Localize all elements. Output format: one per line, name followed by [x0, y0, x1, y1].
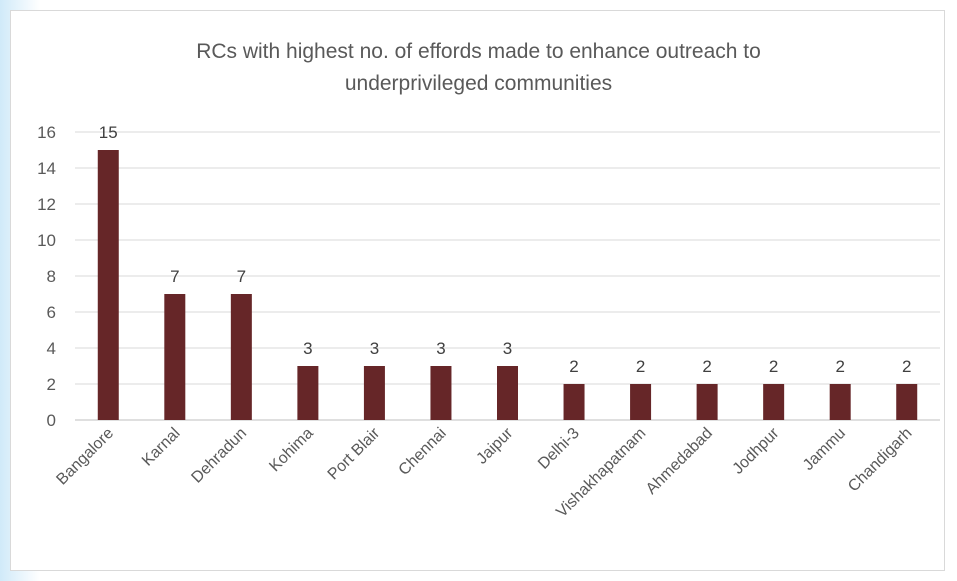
x-tick-label: Delhi-3	[535, 425, 583, 473]
y-tick-label: 2	[47, 375, 56, 394]
data-label: 2	[902, 357, 911, 376]
data-label: 3	[370, 339, 379, 358]
x-tick-label: Kohima	[266, 425, 316, 475]
data-label: 3	[503, 339, 512, 358]
x-tick-label: Chennai	[396, 425, 450, 479]
y-tick-label: 4	[47, 339, 56, 358]
bar	[696, 384, 718, 420]
data-label: 2	[835, 357, 844, 376]
y-tick-label: 12	[37, 195, 56, 214]
bar	[563, 384, 585, 420]
y-tick-label: 14	[37, 159, 56, 178]
x-tick-label: Jammu	[800, 425, 849, 474]
data-label: 15	[99, 123, 118, 142]
chart-frame	[10, 10, 945, 571]
bar	[829, 384, 851, 420]
x-tick-label: Bangalore	[53, 425, 117, 489]
data-label: 2	[569, 357, 578, 376]
x-tick-label: Dehradun	[188, 425, 250, 487]
x-tick-label: Karnal	[139, 425, 184, 470]
chart-title-line-1: RCs with highest no. of effords made to …	[196, 40, 761, 63]
x-tick-label: Chandigarh	[845, 425, 916, 496]
bar	[497, 366, 518, 420]
x-tick-label: Port Blair	[325, 424, 384, 483]
bar	[763, 384, 785, 420]
bar	[230, 294, 252, 420]
data-label: 2	[769, 357, 778, 376]
y-tick-label: 16	[37, 123, 56, 142]
bars	[97, 150, 918, 420]
data-labels: 15 7 7 3 3 3 3 2 2 2 2 2 2	[99, 123, 912, 376]
bar	[164, 294, 186, 420]
y-tick-label: 10	[37, 231, 56, 250]
bar	[896, 384, 918, 420]
chart-title-line-2: underprivileged communities	[344, 72, 613, 95]
data-label: 2	[636, 357, 645, 376]
y-tick-label: 6	[47, 303, 56, 322]
x-tick-label: Ahmedabad	[643, 425, 716, 498]
x-axis-ticks: Bangalore Karnal Dehradun Kohima Port Blair C…	[53, 424, 915, 521]
data-label: 3	[436, 339, 445, 358]
bar	[630, 384, 652, 420]
bar	[97, 150, 119, 420]
bar	[430, 366, 452, 420]
data-label: 7	[170, 267, 179, 286]
data-label: 2	[702, 357, 711, 376]
bar	[297, 366, 319, 420]
bar	[363, 366, 385, 420]
x-tick-label: Jodhpur	[730, 424, 783, 477]
x-tick-label: Jaipur	[473, 424, 516, 467]
chart-title: RCs with highest no. of effords made to …	[0, 36, 957, 100]
y-tick-label: 0	[47, 411, 56, 430]
y-axis-ticks: 0 2 4 6 8 10 12 14 16	[37, 123, 56, 430]
data-label: 7	[237, 267, 246, 286]
data-label: 3	[303, 339, 312, 358]
y-tick-label: 8	[47, 267, 56, 286]
